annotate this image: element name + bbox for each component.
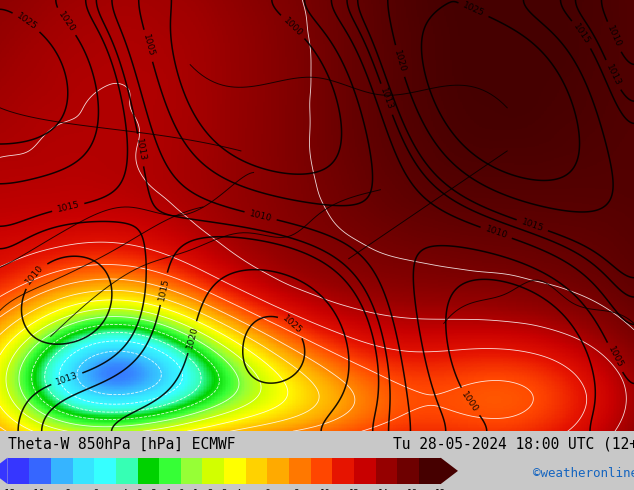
Bar bbox=[419, 458, 441, 484]
Text: 1013: 1013 bbox=[378, 87, 395, 112]
Bar bbox=[311, 458, 332, 484]
Text: -12: -12 bbox=[0, 489, 16, 490]
Text: 1015: 1015 bbox=[520, 217, 545, 233]
Bar bbox=[398, 458, 419, 484]
Text: 1010: 1010 bbox=[605, 24, 623, 49]
Bar bbox=[51, 458, 72, 484]
Text: 1015: 1015 bbox=[157, 276, 171, 301]
Text: 4: 4 bbox=[236, 489, 242, 490]
Bar bbox=[246, 458, 268, 484]
Text: -1: -1 bbox=[161, 489, 172, 490]
Text: 10: 10 bbox=[320, 489, 330, 490]
Text: 1005: 1005 bbox=[605, 345, 624, 370]
Text: 1015: 1015 bbox=[56, 200, 81, 214]
Text: -8: -8 bbox=[60, 489, 71, 490]
Text: 14: 14 bbox=[377, 489, 388, 490]
Text: ©weatheronline.co.uk: ©weatheronline.co.uk bbox=[533, 467, 634, 480]
Text: 0: 0 bbox=[178, 489, 183, 490]
Bar bbox=[181, 458, 202, 484]
Text: 1020: 1020 bbox=[392, 49, 407, 74]
Bar bbox=[268, 458, 289, 484]
Bar bbox=[376, 458, 398, 484]
Text: 1020: 1020 bbox=[185, 325, 200, 349]
Text: 1010: 1010 bbox=[249, 209, 273, 223]
Text: -6: -6 bbox=[89, 489, 100, 490]
Bar bbox=[354, 458, 376, 484]
FancyArrow shape bbox=[441, 458, 458, 484]
Text: 1000: 1000 bbox=[281, 16, 304, 38]
Text: 3: 3 bbox=[221, 489, 227, 490]
Text: 8: 8 bbox=[294, 489, 299, 490]
Text: 1013: 1013 bbox=[55, 370, 79, 387]
Text: 1010: 1010 bbox=[484, 225, 508, 241]
Text: -4: -4 bbox=[118, 489, 129, 490]
Text: Tu 28-05-2024 18:00 UTC (12+06): Tu 28-05-2024 18:00 UTC (12+06) bbox=[393, 437, 634, 452]
Text: -10: -10 bbox=[29, 489, 44, 490]
Text: 1010: 1010 bbox=[24, 263, 46, 287]
Text: 1000: 1000 bbox=[460, 390, 480, 414]
Bar bbox=[138, 458, 159, 484]
Bar bbox=[116, 458, 138, 484]
Text: -2: -2 bbox=[146, 489, 157, 490]
Text: 1025: 1025 bbox=[462, 1, 486, 19]
Text: 1: 1 bbox=[193, 489, 198, 490]
Text: 1020: 1020 bbox=[56, 10, 77, 34]
Text: 18: 18 bbox=[436, 489, 446, 490]
Bar bbox=[202, 458, 224, 484]
Text: 6: 6 bbox=[265, 489, 270, 490]
Text: 1015: 1015 bbox=[572, 23, 592, 47]
Text: 1005: 1005 bbox=[141, 33, 155, 58]
Bar bbox=[159, 458, 181, 484]
Bar bbox=[224, 458, 246, 484]
Text: 1013: 1013 bbox=[604, 63, 622, 87]
Text: Theta-W 850hPa [hPa] ECMWF: Theta-W 850hPa [hPa] ECMWF bbox=[8, 437, 235, 452]
Bar bbox=[72, 458, 94, 484]
FancyArrow shape bbox=[0, 458, 8, 484]
Bar bbox=[332, 458, 354, 484]
Text: 1025: 1025 bbox=[15, 11, 39, 32]
Text: 1025: 1025 bbox=[281, 314, 304, 336]
Bar bbox=[8, 458, 29, 484]
Bar bbox=[289, 458, 311, 484]
Text: 2: 2 bbox=[207, 489, 212, 490]
Bar bbox=[29, 458, 51, 484]
Text: 12: 12 bbox=[349, 489, 359, 490]
Bar bbox=[94, 458, 116, 484]
Text: 1013: 1013 bbox=[134, 138, 147, 162]
Text: 16: 16 bbox=[406, 489, 417, 490]
Text: -3: -3 bbox=[132, 489, 143, 490]
